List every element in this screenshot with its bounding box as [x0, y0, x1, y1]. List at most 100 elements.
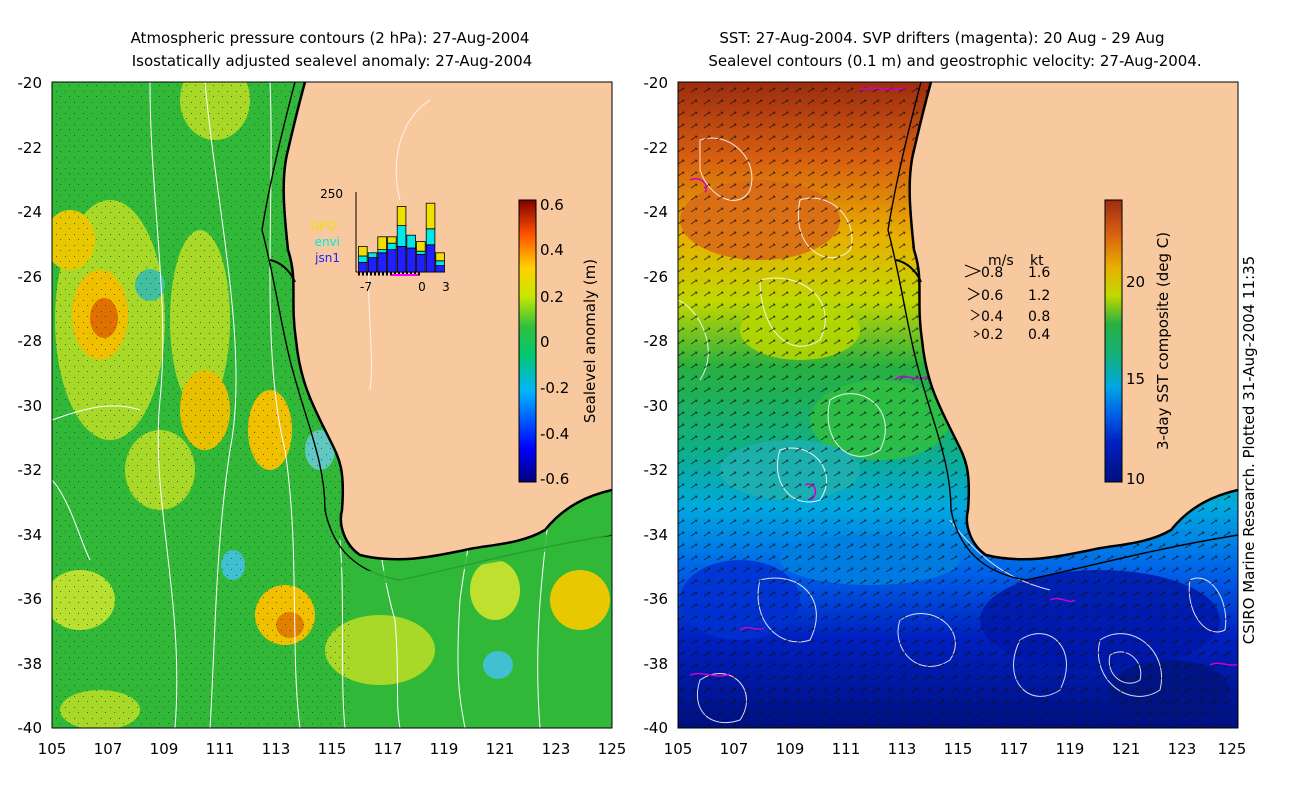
inset-bar-GFO	[416, 241, 426, 252]
coastline-right	[908, 82, 1238, 561]
left-lon-tick: 107	[94, 740, 123, 758]
velocity-legend-kt: 1.2	[1028, 288, 1050, 304]
right-lon-tick: 117	[1000, 740, 1029, 758]
inset-bar-jsn1	[435, 265, 445, 273]
velocity-legend: m/s kt 0.8 1.6 0.6 1.2 0.4 0.8 0.2 0.4	[964, 253, 1050, 343]
right-lon-tick: 119	[1056, 740, 1085, 758]
velocity-legend-ms: 0.2	[981, 327, 1003, 343]
inset-bar-jsn1	[425, 244, 436, 273]
sla-colorbar-gradient	[518, 199, 537, 483]
inset-bar-jsn1	[367, 257, 378, 273]
inset-bar-GFO	[435, 252, 445, 262]
inset-bar-envi	[387, 242, 397, 250]
right-lon-tick: 121	[1112, 740, 1141, 758]
left-lon-tick: 121	[486, 740, 515, 758]
coastline	[282, 82, 612, 561]
inset-xtick: 3	[442, 280, 450, 294]
right-lon-tick: 123	[1168, 740, 1197, 758]
left-lat-tick: -24	[18, 203, 43, 221]
left-lon-tick: 123	[542, 740, 571, 758]
inset-bar-GFO	[396, 205, 407, 226]
right-lat-tick: -28	[644, 332, 669, 350]
inset-bar-envi	[416, 250, 426, 255]
right-map-frame	[677, 81, 1239, 729]
inset-bar-jsn1	[396, 245, 407, 273]
right-panel: SST: 27-Aug-2004. SVP drifters (magenta)…	[644, 29, 1247, 758]
left-lat-tick: -28	[18, 332, 43, 350]
left-lon-tick: 109	[150, 740, 179, 758]
right-lon-tick: 105	[664, 740, 693, 758]
left-lat-tick: -22	[18, 139, 43, 157]
inset-bars	[358, 202, 445, 273]
left-lat-tick: -20	[18, 74, 43, 92]
velocity-legend-ms: 0.6	[981, 288, 1003, 304]
inset-legend-jsn1: jsn1	[314, 251, 340, 265]
right-map[interactable]	[678, 82, 1238, 728]
right-lat-tick: -34	[644, 526, 669, 544]
inset-bar-envi	[406, 234, 416, 249]
left-lat-tick: -26	[18, 268, 43, 286]
sla-colorbar-ticks: 0.6 0.4 0.2 0 -0.2 -0.4 -0.6	[540, 196, 569, 488]
left-lat-tick: -32	[18, 461, 43, 479]
right-lat-tick: -40	[644, 719, 669, 737]
inset-bar-GFO	[358, 245, 368, 257]
inset-bar-jsn1	[377, 252, 387, 273]
inset-legend-envi: envi	[315, 235, 340, 249]
left-lon-axis: 105 107 109 111 113 115 117 119 121 123 …	[38, 740, 627, 758]
left-lat-axis: -20 -22 -24 -26 -28 -30 -32 -34 -36 -38 …	[18, 74, 43, 737]
inset-legend-gfo: GFO	[310, 219, 336, 233]
inset-bar-envi	[435, 260, 445, 266]
left-map[interactable]	[45, 60, 612, 730]
inset-bar-jsn1	[387, 249, 397, 273]
right-lon-tick: 115	[944, 740, 973, 758]
sst-colorbar-label: 3-day SST composite (deg C)	[1154, 232, 1172, 450]
sst-colorbar-tick: 15	[1126, 370, 1145, 388]
right-lon-tick: 111	[832, 740, 861, 758]
sla-colorbar-tick: -0.2	[540, 379, 569, 397]
sla-colorbar-tick: 0.2	[540, 288, 564, 306]
sla-colorbar-label: Sealevel anomaly (m)	[581, 259, 599, 423]
right-lon-tick: 107	[720, 740, 749, 758]
inset-bar-envi	[377, 249, 387, 254]
inset-xtick: -7	[360, 280, 372, 294]
inset-bar-envi	[425, 228, 436, 246]
inset-bar-GFO	[425, 202, 436, 230]
right-lat-tick: -32	[644, 461, 669, 479]
sla-colorbar-tick: 0.6	[540, 196, 564, 214]
left-lon-tick: 115	[318, 740, 347, 758]
right-lat-tick: -36	[644, 590, 669, 608]
velocity-legend-kt: 0.4	[1028, 327, 1050, 343]
left-title-line1: Atmospheric pressure contours (2 hPa): 2…	[131, 29, 530, 47]
inset-bar-jsn1	[406, 247, 416, 273]
sla-colorbar-tick: -0.4	[540, 425, 569, 443]
shelf-contour-right	[887, 82, 1238, 581]
credit-text: CSIRO Marine Research. Plotted 31-Aug-20…	[1240, 256, 1258, 644]
right-lat-tick: -26	[644, 268, 669, 286]
sst-colorbar-tick: 10	[1126, 470, 1145, 488]
velocity-legend-kt: 0.8	[1028, 309, 1050, 325]
inset-ytick: 250	[320, 187, 343, 201]
right-lat-tick: -22	[644, 139, 669, 157]
left-title-line2: Isostatically adjusted sealevel anomaly:…	[132, 52, 533, 70]
right-lon-tick: 113	[888, 740, 917, 758]
inset-bar-jsn1	[416, 253, 426, 273]
sst-colorbar-tick: 20	[1126, 273, 1145, 291]
sla-colorbar: 0.6 0.4 0.2 0 -0.2 -0.4 -0.6 Sealevel an…	[518, 196, 599, 488]
right-title-line1: SST: 27-Aug-2004. SVP drifters (magenta)…	[719, 29, 1164, 47]
right-lat-tick: -38	[644, 655, 669, 673]
right-lon-tick: 109	[776, 740, 805, 758]
right-title-line2: Sealevel contours (0.1 m) and geostrophi…	[708, 52, 1201, 70]
left-lat-tick: -30	[18, 397, 43, 415]
altimeter-inset: 250 GFO envi jsn1 -7 0 3	[310, 187, 449, 294]
inset-bar-envi	[367, 252, 378, 259]
left-lon-tick: 117	[374, 740, 403, 758]
left-lon-tick: 113	[262, 740, 291, 758]
left-panel: Atmospheric pressure contours (2 hPa): 2…	[18, 29, 627, 758]
inset-bar-GFO	[377, 236, 387, 251]
sla-colorbar-tick: -0.6	[540, 470, 569, 488]
right-lat-axis: -20 -22 -24 -26 -28 -30 -32 -34 -36 -38 …	[644, 74, 669, 737]
velocity-legend-header-ms: m/s	[988, 253, 1014, 269]
left-lat-tick: -34	[18, 526, 43, 544]
velocity-legend-header-kt: kt	[1030, 253, 1044, 269]
